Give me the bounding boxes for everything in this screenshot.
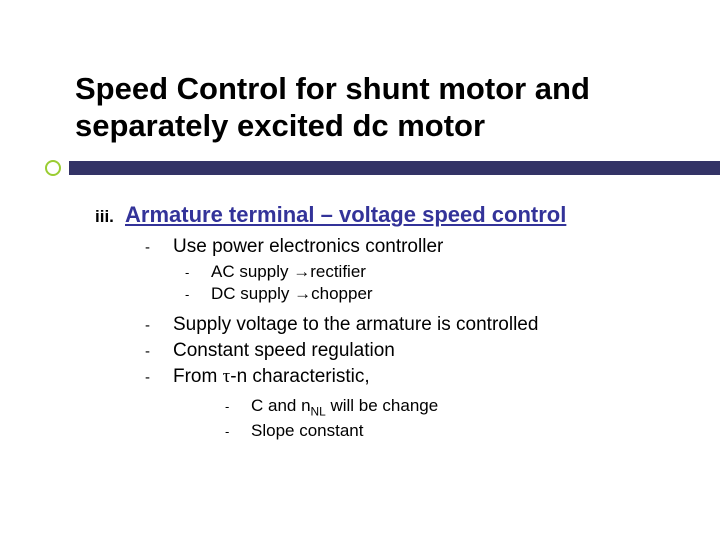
accent-dot-icon xyxy=(45,160,61,176)
list-item: - AC supply →rectifier xyxy=(185,262,670,282)
list-item: - Slope constant xyxy=(225,421,670,441)
slide-title: Speed Control for shunt motor and separa… xyxy=(75,70,670,144)
bullet-dash: - xyxy=(145,239,173,256)
arrow-icon: → xyxy=(294,284,311,303)
list-item: - Supply voltage to the armature is cont… xyxy=(145,314,670,336)
list-item: - C and nNL will be change xyxy=(225,396,670,418)
accent-bar xyxy=(45,158,720,180)
content-area: iii. Armature terminal – voltage speed c… xyxy=(75,202,670,440)
slide-container: Speed Control for shunt motor and separa… xyxy=(0,0,720,540)
list-item: - DC supply →chopper xyxy=(185,284,670,304)
bullet-dash: - xyxy=(185,265,211,280)
list-item: - From τ-n characteristic, xyxy=(145,366,670,388)
l2-text: DC supply →chopper xyxy=(211,284,373,304)
arrow-icon: → xyxy=(293,262,310,281)
bullet-dash: - xyxy=(225,424,251,439)
l1-text: Use power electronics controller xyxy=(173,236,443,258)
l3-text: Slope constant xyxy=(251,421,363,441)
level1-list: - Use power electronics controller - AC … xyxy=(95,236,670,440)
level2-list: - AC supply →rectifier - DC supply →chop… xyxy=(145,262,670,304)
l1-text: Supply voltage to the armature is contro… xyxy=(173,314,538,336)
section-header-row: iii. Armature terminal – voltage speed c… xyxy=(95,202,670,228)
l1-text: Constant speed regulation xyxy=(173,340,395,362)
list-item: - Use power electronics controller xyxy=(145,236,670,258)
bullet-dash: - xyxy=(145,317,173,334)
roman-numeral: iii. xyxy=(95,207,125,227)
l2-text: AC supply →rectifier xyxy=(211,262,366,282)
accent-line xyxy=(69,161,720,175)
l1-text: From τ-n characteristic, xyxy=(173,366,370,388)
l3-text: C and nNL will be change xyxy=(251,396,438,418)
bullet-dash: - xyxy=(145,343,173,360)
list-item: - Constant speed regulation xyxy=(145,340,670,362)
subscript: NL xyxy=(311,405,326,419)
bullet-dash: - xyxy=(185,287,211,302)
level3-list: - C and nNL will be change - Slope const… xyxy=(185,396,670,440)
bullet-dash: - xyxy=(145,369,173,386)
level3-container: - C and nNL will be change - Slope const… xyxy=(145,396,670,440)
bullet-dash: - xyxy=(225,399,251,414)
section-title: Armature terminal – voltage speed contro… xyxy=(125,202,566,228)
